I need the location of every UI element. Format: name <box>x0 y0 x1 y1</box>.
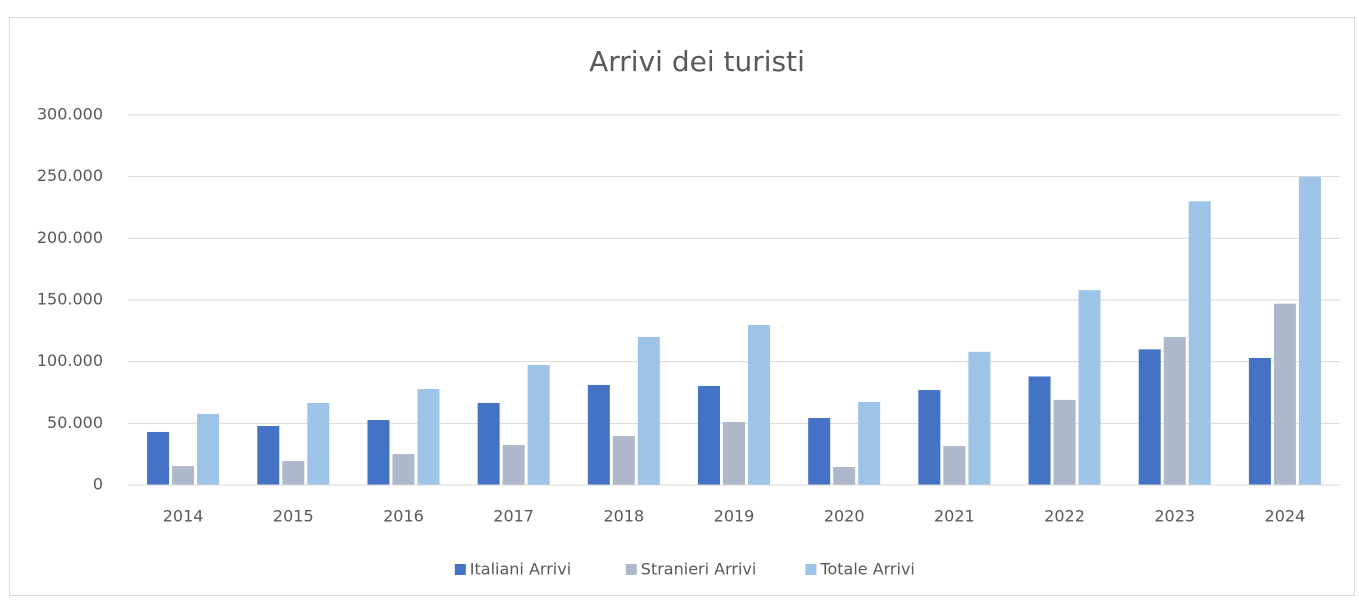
x-tick-label: 2019 <box>714 507 755 526</box>
bar <box>1138 349 1161 485</box>
bar <box>943 446 966 485</box>
legend-swatch <box>805 564 817 575</box>
x-tick-label: 2024 <box>1265 507 1306 526</box>
legend-label: Italiani Arrivi <box>470 560 571 579</box>
bar <box>748 325 770 485</box>
bar <box>502 445 525 485</box>
x-tick-label: 2016 <box>383 507 424 526</box>
bar <box>1163 337 1186 485</box>
bar <box>808 418 831 485</box>
bar <box>968 351 991 485</box>
bar <box>1188 201 1211 486</box>
bar <box>527 364 550 485</box>
bar <box>282 460 305 485</box>
x-tick-label: 2018 <box>603 507 644 526</box>
legend-label: Stranieri Arrivi <box>641 560 757 579</box>
legend-label: Totale Arrivi <box>819 560 914 579</box>
y-tick-label: 50.000 <box>47 413 103 432</box>
bar <box>1028 376 1051 485</box>
bar <box>637 337 660 485</box>
bar <box>257 426 280 485</box>
bar <box>172 466 195 485</box>
y-tick-label: 100.000 <box>37 351 103 370</box>
bar <box>197 413 220 485</box>
bar <box>1298 176 1321 485</box>
chart-frame <box>9 17 1355 596</box>
x-tick-label: 2015 <box>273 507 314 526</box>
legend-swatch <box>454 564 466 575</box>
y-tick-label: 150.000 <box>37 290 103 309</box>
bar <box>918 390 941 485</box>
chart-title: Arrivi dei turisti <box>589 45 805 78</box>
y-tick-label: 250.000 <box>37 166 103 185</box>
bar <box>477 402 500 485</box>
bar <box>147 431 170 485</box>
bar <box>392 454 415 485</box>
bar <box>417 389 440 485</box>
bar <box>307 402 330 485</box>
bar <box>587 384 610 485</box>
bar <box>1248 357 1271 485</box>
bar <box>858 401 881 485</box>
bar <box>1273 303 1296 485</box>
x-tick-label: 2023 <box>1154 507 1195 526</box>
x-tick-label: 2020 <box>824 507 865 526</box>
y-tick-label: 200.000 <box>37 228 103 247</box>
y-tick-label: 0 <box>93 475 103 494</box>
x-tick-label: 2022 <box>1044 507 1085 526</box>
bar <box>723 421 745 485</box>
y-tick-label: 300.000 <box>37 105 103 124</box>
x-tick-label: 2021 <box>934 507 975 526</box>
bar <box>833 466 856 485</box>
x-tick-label: 2017 <box>493 507 534 526</box>
bar <box>1053 399 1076 485</box>
x-tick-label: 2014 <box>163 507 204 526</box>
bar <box>612 436 635 485</box>
legend-swatch <box>625 564 637 575</box>
bar <box>698 385 720 485</box>
bar <box>367 420 390 485</box>
bar <box>1078 290 1101 485</box>
